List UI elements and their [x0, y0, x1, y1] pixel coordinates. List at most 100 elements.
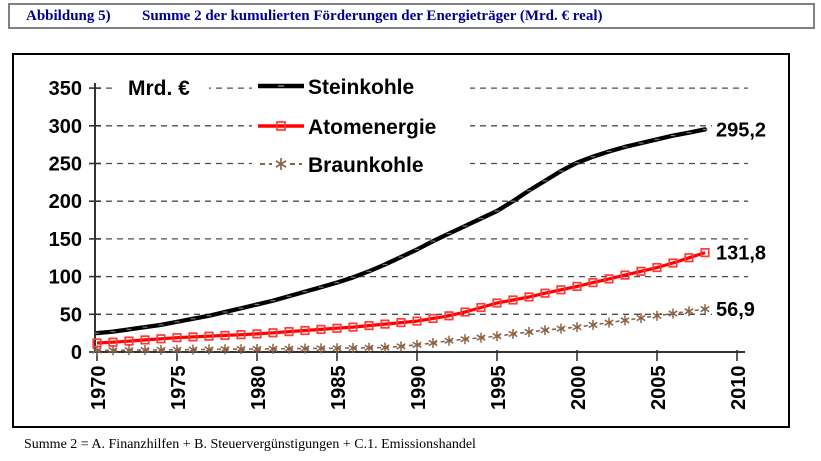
- x-tick-label: 2005: [648, 366, 670, 411]
- legend-label: Steinkohle: [308, 76, 414, 99]
- subsidies-line-chart: 0 50 100 150 200 250 300 350 1970 1975 1980 1985 199…: [49, 70, 786, 411]
- square-marker: [140, 335, 150, 345]
- value-label: 131,8: [716, 243, 766, 265]
- y-tick-label: 150: [49, 229, 82, 251]
- y-tick-label: 50: [60, 304, 82, 326]
- square-marker: [284, 327, 294, 337]
- square-marker: [636, 266, 646, 276]
- x-tick-label: 1990: [408, 366, 430, 411]
- square-marker: [204, 331, 214, 341]
- square-marker: [316, 324, 326, 334]
- asterisk-marker: [556, 325, 566, 332]
- square-marker: [156, 334, 166, 344]
- square-marker: [492, 298, 502, 308]
- asterisk-marker: [92, 347, 102, 354]
- y-tick-label: 350: [49, 78, 82, 100]
- y-tick-label: 300: [49, 116, 82, 138]
- legend-item-bg: [252, 148, 470, 180]
- asterisk-marker: [316, 345, 326, 352]
- legend-label: Atomenergie: [308, 116, 436, 139]
- asterisk-marker: [380, 344, 390, 351]
- square-marker: [700, 248, 710, 258]
- y-tick-label: 100: [49, 267, 82, 289]
- asterisk-marker: [364, 344, 374, 352]
- asterisk-marker: [604, 319, 614, 326]
- asterisk-marker: [275, 160, 287, 168]
- figure-title: Summe 2 der kumulierten Förderungen der …: [142, 7, 603, 24]
- series-line-atomenergie: [96, 251, 706, 345]
- square-marker: [476, 302, 486, 313]
- square-marker: [524, 292, 534, 302]
- asterisk-marker: [412, 341, 422, 349]
- asterisk-marker: [156, 346, 166, 354]
- x-tick-label: 2000: [568, 366, 590, 411]
- asterisk-marker: [508, 330, 518, 338]
- asterisk-marker: [460, 335, 470, 343]
- asterisk-marker: [652, 312, 662, 320]
- asterisk-marker: [476, 334, 486, 341]
- asterisk-marker: [428, 339, 438, 347]
- asterisk-marker: [204, 346, 214, 353]
- figure-label: Abbildung 5): [26, 7, 111, 24]
- square-marker: [508, 295, 518, 305]
- asterisk-marker: [524, 328, 534, 336]
- asterisk-marker: [300, 345, 310, 352]
- y-tick-label: 0: [71, 342, 82, 364]
- asterisk-marker: [620, 317, 630, 324]
- asterisk-marker: [188, 346, 198, 353]
- asterisk-marker: [588, 321, 598, 329]
- square-marker: [92, 338, 102, 348]
- value-label: 56,9: [716, 299, 755, 321]
- square-marker: [348, 322, 358, 332]
- square-marker: [124, 336, 134, 346]
- unit-label: Mrd. €: [128, 77, 190, 100]
- square-marker: [188, 332, 198, 342]
- square-marker: [652, 262, 662, 273]
- y-tick-label: 200: [49, 191, 82, 213]
- x-tick-label: 2010: [728, 366, 750, 411]
- asterisk-marker: [700, 305, 710, 313]
- asterisk-marker: [636, 314, 646, 322]
- asterisk-marker: [220, 346, 230, 353]
- figure-header: Abbildung 5) Summe 2 der kumulierten För…: [8, 3, 815, 29]
- asterisk-marker: [268, 345, 278, 353]
- asterisk-marker: [108, 347, 118, 354]
- square-marker: [300, 325, 310, 336]
- square-marker: [684, 253, 694, 263]
- square-marker: [540, 288, 550, 298]
- square-marker: [412, 316, 422, 326]
- asterisk-marker: [492, 332, 502, 340]
- asterisk-marker: [236, 345, 246, 353]
- footnote: Summe 2 = A. Finanzhilfen + B. Steuerver…: [24, 437, 476, 452]
- square-marker: [380, 319, 390, 329]
- asterisk-marker: [396, 343, 406, 350]
- asterisk-marker: [540, 326, 550, 334]
- x-tick-label: 1975: [168, 366, 190, 411]
- square-marker: [252, 329, 262, 339]
- asterisk-marker: [684, 308, 694, 315]
- asterisk-marker: [444, 337, 454, 344]
- square-marker: [268, 328, 278, 338]
- asterisk-marker: [172, 346, 182, 353]
- chart-frame: 0 50 100 150 200 250 300 350 1970 1975 1980 1985 199…: [12, 53, 790, 428]
- x-tick-label: 1995: [488, 366, 510, 411]
- square-marker: [620, 270, 630, 280]
- legend-label: Braunkohle: [308, 154, 424, 177]
- square-marker: [236, 330, 246, 340]
- asterisk-marker: [284, 345, 294, 352]
- square-marker: [604, 274, 614, 284]
- square-marker: [668, 258, 678, 268]
- unit-label-bg: [117, 73, 209, 100]
- square-marker: [428, 313, 438, 324]
- square-marker: [276, 121, 286, 131]
- value-label-bg: [712, 239, 786, 266]
- asterisk-marker: [332, 344, 342, 352]
- square-marker: [588, 278, 598, 288]
- square-marker: [444, 311, 454, 321]
- square-marker: [572, 281, 582, 292]
- square-marker: [556, 285, 566, 295]
- value-label-bg: [712, 116, 786, 143]
- asterisk-marker: [348, 344, 358, 352]
- square-marker: [108, 337, 118, 347]
- x-tick-label: 1970: [88, 366, 110, 411]
